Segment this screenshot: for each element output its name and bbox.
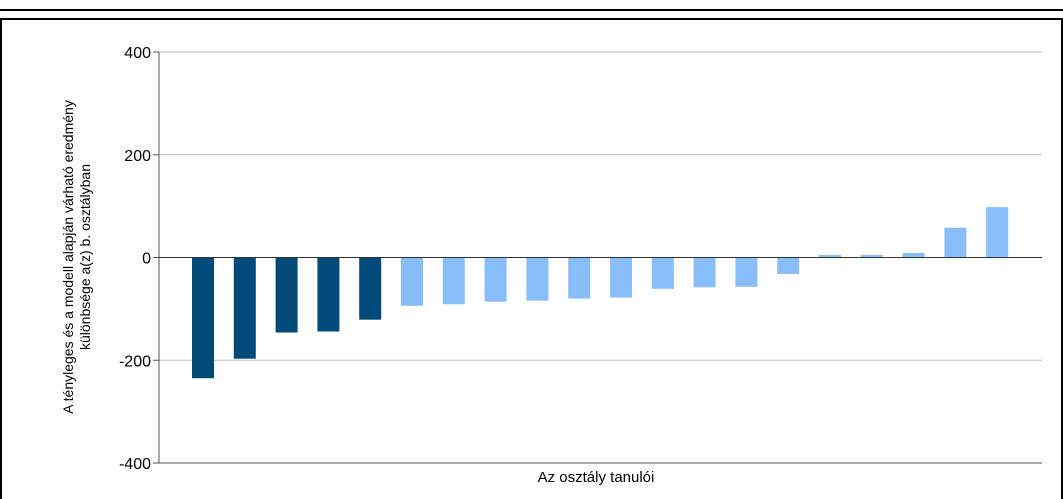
chart-frame xyxy=(0,18,1063,499)
bar-5 xyxy=(359,257,382,320)
y-tick-label: 200 xyxy=(124,148,151,165)
top-strip xyxy=(0,0,1063,11)
bar-15 xyxy=(777,257,800,274)
bar-4 xyxy=(317,257,340,332)
bars xyxy=(192,207,1009,379)
bar-16 xyxy=(819,254,841,258)
y-tick-labels: 400 200 0 -200 -400 xyxy=(119,45,151,473)
bar-2 xyxy=(233,257,256,359)
bar-3 xyxy=(275,257,298,333)
bar-14 xyxy=(735,257,758,287)
bar-9 xyxy=(526,257,549,301)
bar-7 xyxy=(442,257,465,305)
bar-13 xyxy=(693,257,716,288)
y-tick-label: 400 xyxy=(124,45,151,62)
bar-12 xyxy=(651,257,674,289)
bar-20 xyxy=(986,207,1009,258)
bar-19 xyxy=(944,227,967,258)
y-tick-label: 0 xyxy=(142,251,151,268)
bar-1 xyxy=(192,257,214,379)
bar-10 xyxy=(568,257,591,299)
bar-6 xyxy=(401,257,423,306)
bar-17 xyxy=(860,254,883,258)
y-tick-label: -400 xyxy=(119,456,151,473)
bar-18 xyxy=(902,252,925,258)
y-axis-label-line-1: A tényleges és a modell alapján várható … xyxy=(60,100,76,414)
y-tick-label: -200 xyxy=(119,353,151,370)
y-axis-label-line-2: különbsége a(z) b. osztályban xyxy=(77,164,93,350)
x-axis-label: Az osztály tanulói xyxy=(538,469,655,486)
axes xyxy=(153,51,1042,464)
bar-8 xyxy=(484,257,507,302)
bar-11 xyxy=(610,257,632,298)
